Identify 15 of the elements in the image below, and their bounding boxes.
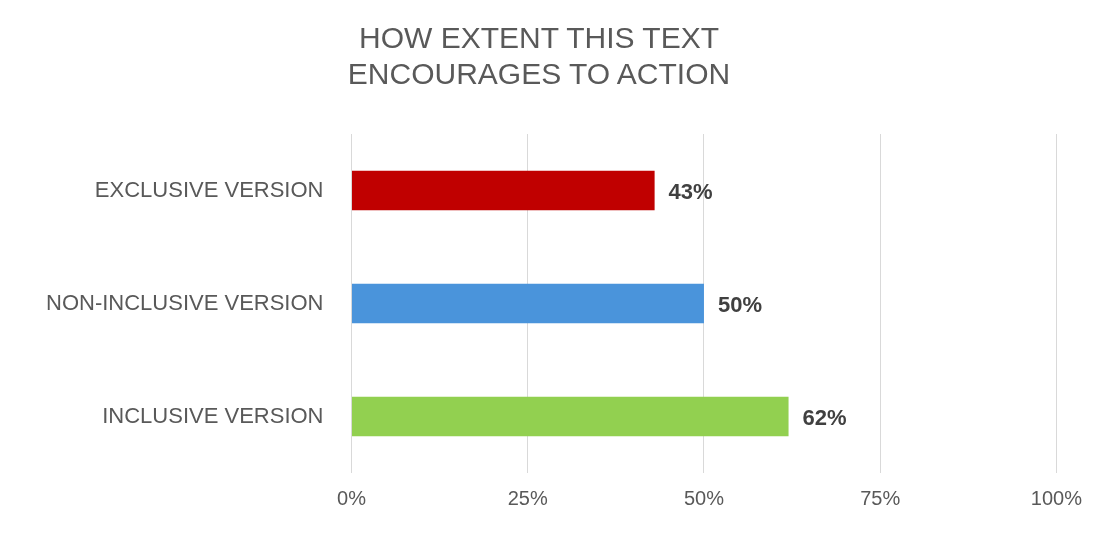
- x-tick-label: 0%: [337, 486, 367, 509]
- y-tick-label: NON-INCLUSIVE VERSION: [45, 289, 324, 315]
- bar: [351, 396, 789, 437]
- x-tick-label: 100%: [1030, 486, 1083, 509]
- chart-title: HOW EXTENT THIS TEXT ENCOURAGES TO ACTION: [347, 21, 731, 91]
- x-tick-label: 25%: [507, 486, 548, 509]
- y-tick-label: EXCLUSIVE VERSION: [94, 176, 324, 202]
- x-tick-label: 50%: [683, 486, 725, 509]
- data-label: 43%: [668, 178, 713, 204]
- data-label: 62%: [802, 404, 847, 430]
- x-tick-label: 75%: [860, 486, 901, 509]
- data-label: 50%: [717, 291, 762, 317]
- bar: [351, 283, 704, 324]
- y-tick-label: INCLUSIVE VERSION: [102, 402, 324, 428]
- bar: [351, 170, 655, 211]
